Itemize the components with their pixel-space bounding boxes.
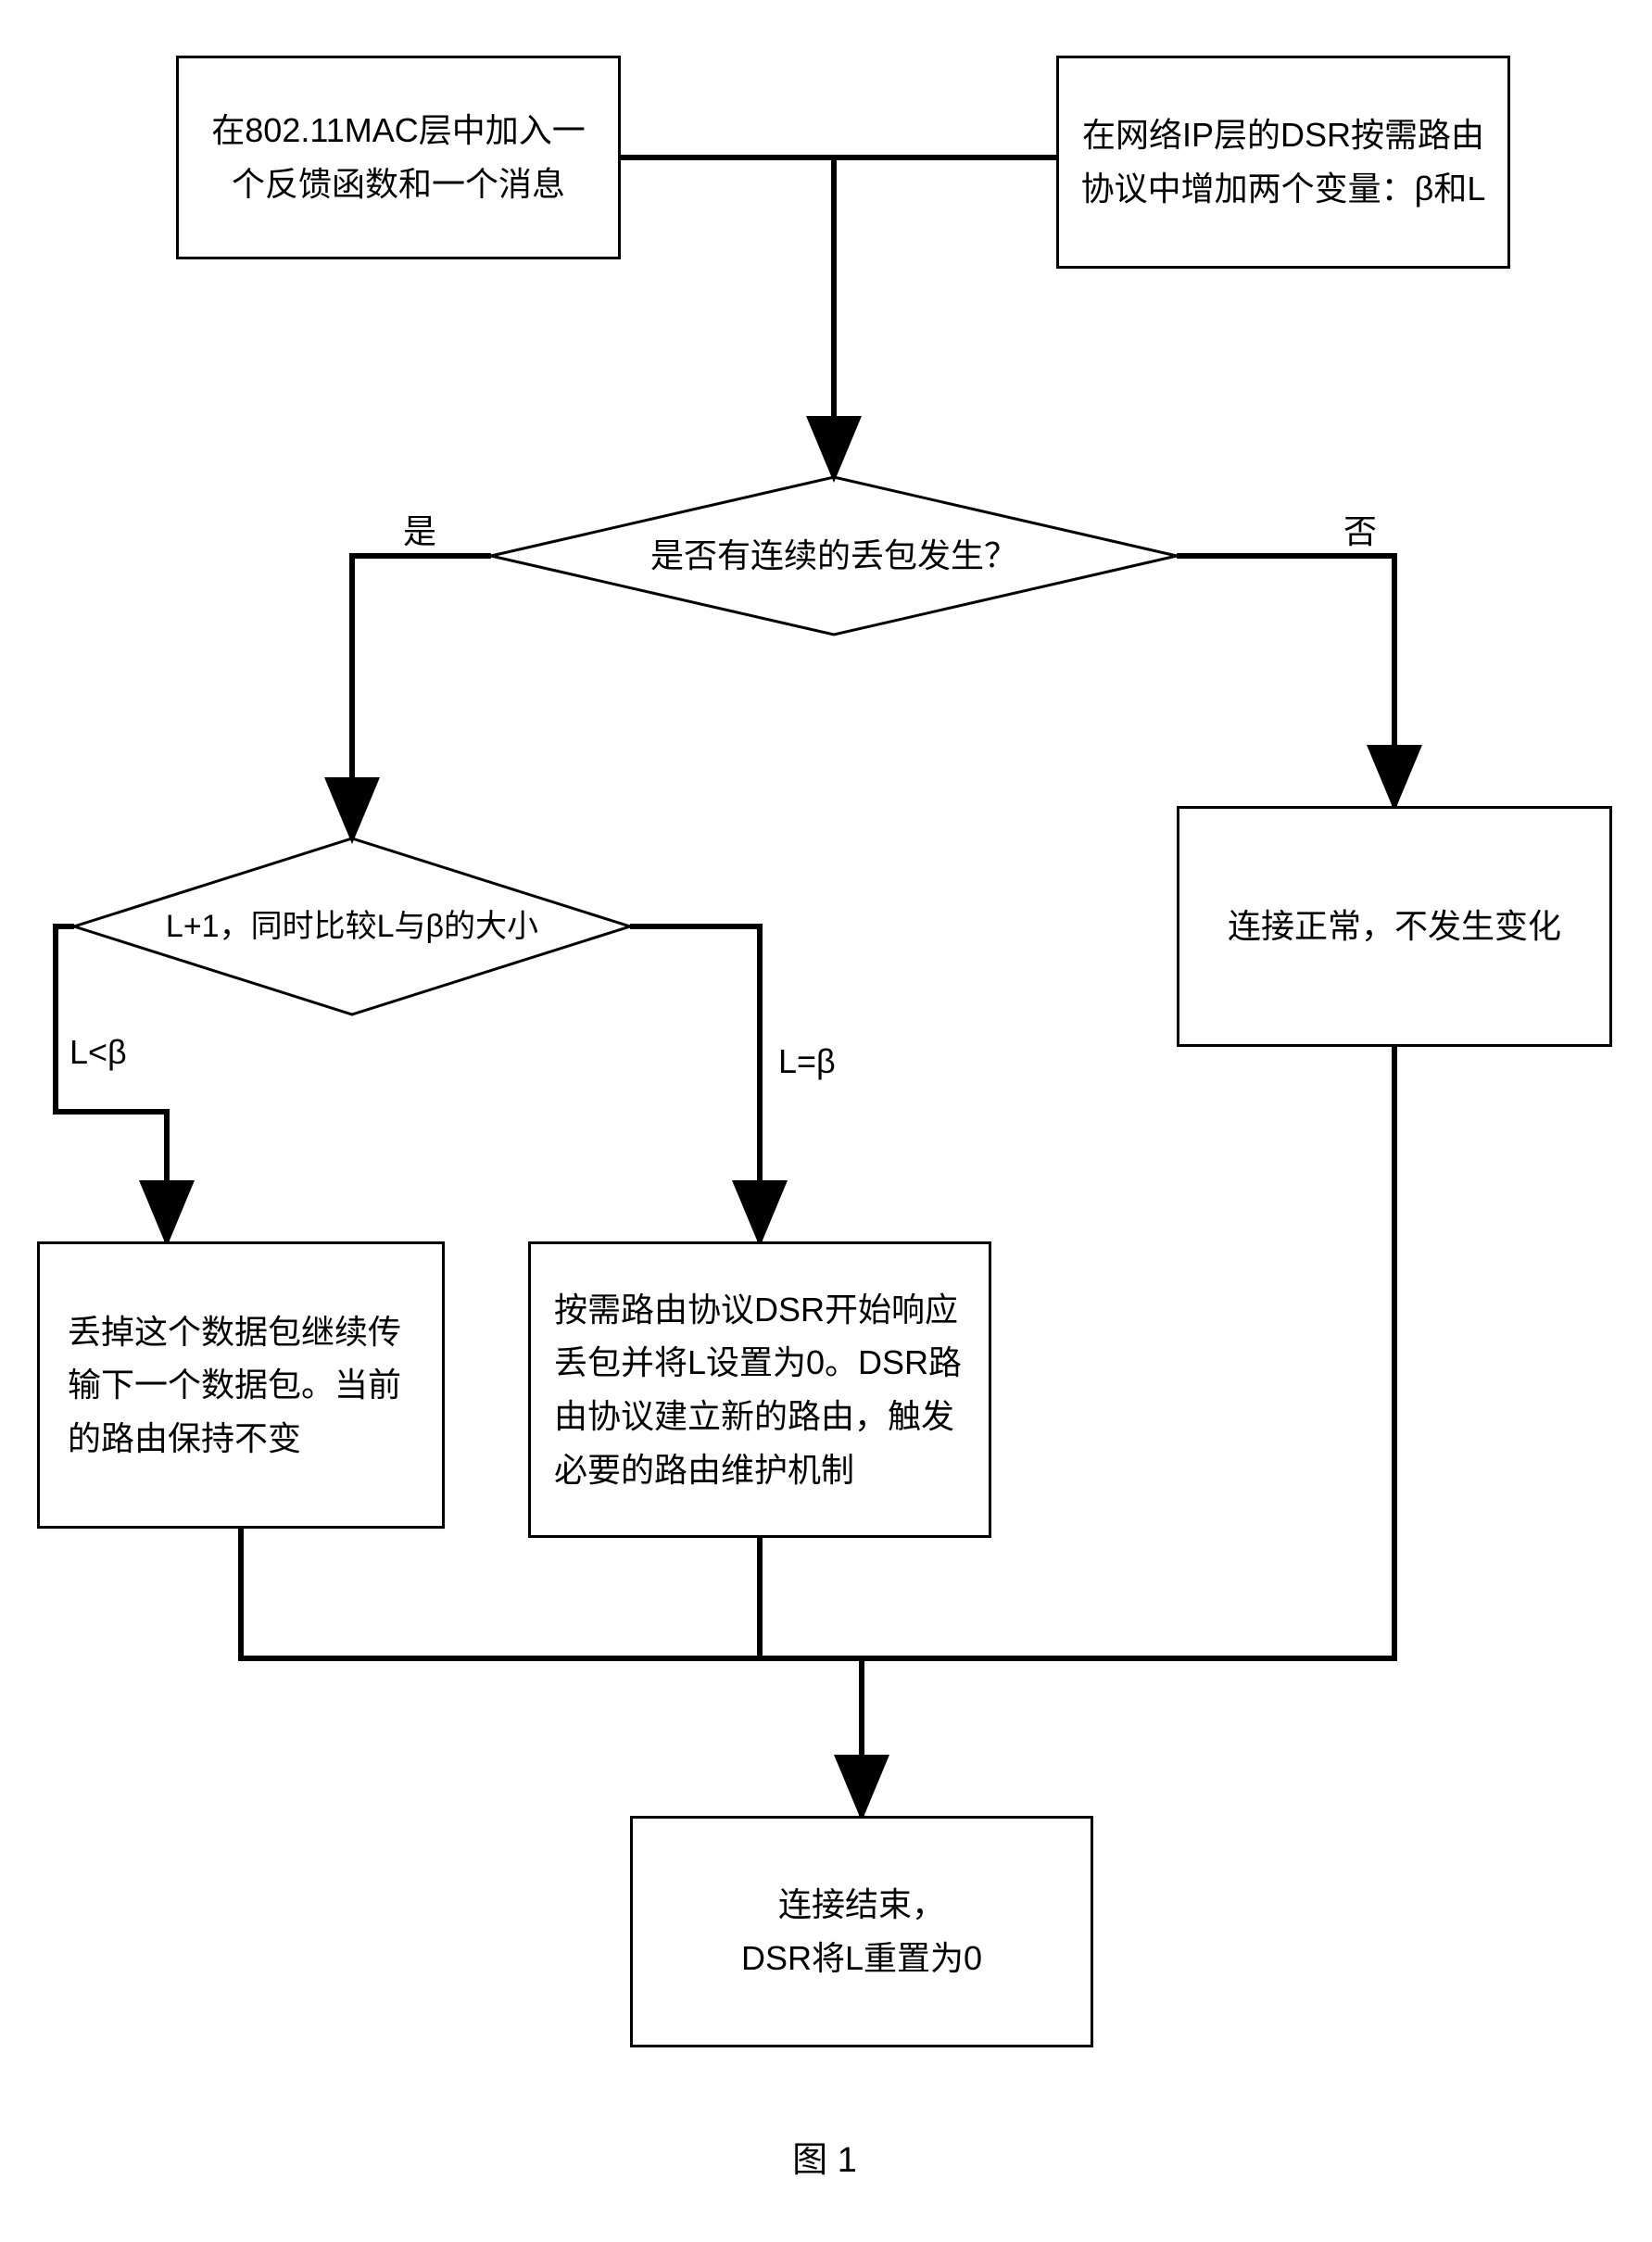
- decision2-text: L+1，同时比较L与β的大小: [166, 903, 538, 951]
- figure-caption: 图 1: [769, 2131, 880, 2182]
- node-end: 连接结束， DSR将L重置为0: [630, 1816, 1093, 2047]
- node-dsr-vars-text: 在网络IP层的DSR按需路由协议中增加两个变量：β和L: [1078, 108, 1489, 215]
- node-normal: 连接正常，不发生变化: [1177, 806, 1612, 1047]
- label-no: 否: [1343, 505, 1377, 553]
- node-respond: 按需路由协议DSR开始响应丢包并将L设置为0。DSR路由协议建立新的路由，触发必…: [528, 1241, 991, 1538]
- node-end-text: 连接结束， DSR将L重置为0: [741, 1878, 982, 1984]
- decision1-text-wrap: 是否有连续的丢包发生？: [556, 519, 1112, 593]
- node-drop-text: 丢掉这个数据包继续传输下一个数据包。当前的路由保持不变: [68, 1305, 414, 1466]
- label-yes: 是: [403, 505, 436, 553]
- node-mac-text: 在802.11MAC层中加入一个反馈函数和一个消息: [197, 104, 599, 210]
- label-l-eq-beta: L=β: [778, 1042, 836, 1081]
- node-normal-text: 连接正常，不发生变化: [1228, 900, 1561, 953]
- node-drop-packet: 丢掉这个数据包继续传输下一个数据包。当前的路由保持不变: [37, 1241, 445, 1529]
- label-l-lt-beta: L<β: [69, 1033, 127, 1072]
- node-mac-layer: 在802.11MAC层中加入一个反馈函数和一个消息: [176, 56, 621, 259]
- node-respond-text: 按需路由协议DSR开始响应丢包并将L设置为0。DSR路由协议建立新的路由，触发必…: [554, 1283, 965, 1496]
- decision2-text-wrap: L+1，同时比较L与β的大小: [148, 889, 556, 964]
- node-dsr-vars: 在网络IP层的DSR按需路由协议中增加两个变量：β和L: [1056, 56, 1510, 269]
- decision1-text: 是否有连续的丢包发生？: [650, 531, 1017, 581]
